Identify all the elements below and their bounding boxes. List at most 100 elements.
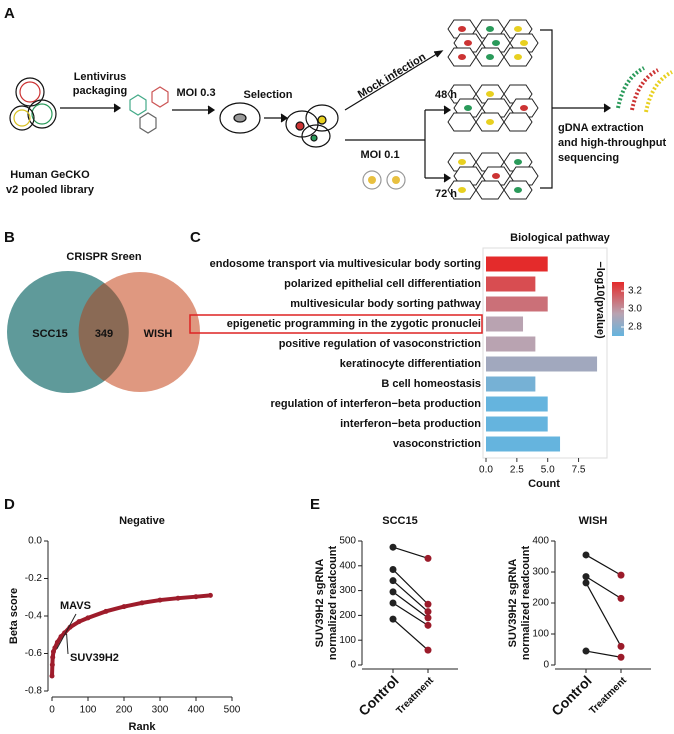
x-tick-label: Control xyxy=(548,672,595,719)
point xyxy=(54,639,60,645)
step-label: packaging xyxy=(73,85,127,97)
cell-nucleus xyxy=(486,26,494,32)
colorbar xyxy=(612,282,624,336)
annotation: MAVS xyxy=(60,600,91,612)
colorbar-tick-label: 2.8 xyxy=(628,322,642,333)
x-tick-label: Control xyxy=(355,672,402,719)
point xyxy=(207,592,213,598)
step-label: Lentivirus xyxy=(74,71,127,83)
y-tick-label: 400 xyxy=(339,560,356,571)
x-tick-label: 100 xyxy=(80,705,97,716)
point xyxy=(389,577,397,585)
y-tick-label: 200 xyxy=(339,610,356,621)
point xyxy=(389,543,397,551)
cell xyxy=(447,112,477,132)
category-label: endosome transport via multivesicular bo… xyxy=(210,258,481,270)
category-label: positive regulation of vasoconstriction xyxy=(279,338,482,350)
cell-nucleus xyxy=(514,54,522,60)
cell-nucleus xyxy=(458,54,466,60)
plot-frame xyxy=(482,247,608,459)
point xyxy=(389,588,397,596)
library-label: v2 pooled library xyxy=(6,184,95,196)
annotation-arrow xyxy=(66,633,69,655)
annotation: SUV39H2 xyxy=(70,652,119,664)
chart-title: WISH xyxy=(579,515,608,527)
point xyxy=(157,597,163,603)
bar xyxy=(486,276,536,292)
point xyxy=(424,614,432,622)
x-axis-label: Rank xyxy=(129,721,157,733)
cell-nucleus xyxy=(464,105,472,111)
category-label: B cell homeostasis xyxy=(381,378,481,390)
y-tick-label: -0.2 xyxy=(25,573,43,584)
annotation-arrow xyxy=(56,613,77,650)
bar xyxy=(486,376,536,392)
cell-nucleus xyxy=(486,91,494,97)
panel-label: B xyxy=(4,229,15,246)
y-tick-label: 100 xyxy=(339,635,356,646)
point xyxy=(582,573,590,581)
cell-nucleus xyxy=(492,40,500,46)
bar xyxy=(486,256,548,272)
bar xyxy=(486,316,524,332)
point xyxy=(121,604,127,610)
step-label: sequencing xyxy=(558,152,619,164)
point xyxy=(175,595,181,601)
workflow xyxy=(9,29,673,190)
point xyxy=(424,600,432,608)
point xyxy=(424,608,432,616)
bar xyxy=(486,296,548,312)
step-label: Mock infection xyxy=(356,51,428,101)
point xyxy=(50,649,56,655)
panel-label: E xyxy=(310,496,320,513)
bar xyxy=(486,356,598,372)
point xyxy=(617,571,625,579)
x-tick-label: 0.0 xyxy=(479,465,493,476)
category-label: multivesicular body sorting pathway xyxy=(290,298,482,310)
chart-title: Biological pathway xyxy=(510,232,611,244)
pair-line xyxy=(392,591,429,619)
category-label: regulation of interferon−beta production xyxy=(270,398,481,410)
venn-label: WISH xyxy=(144,328,173,340)
cell-nucleus xyxy=(458,26,466,32)
cell-nucleus xyxy=(520,105,528,111)
step-label: gDNA extraction xyxy=(558,122,644,134)
cell-nucleus xyxy=(514,187,522,193)
bar xyxy=(486,396,548,412)
panel-label: A xyxy=(4,5,15,22)
pair-line xyxy=(585,582,622,647)
point xyxy=(582,551,590,559)
cell-nucleus xyxy=(492,173,500,179)
y-tick-label: -0.4 xyxy=(25,611,43,622)
point xyxy=(50,654,56,660)
category-label: interferon−beta production xyxy=(340,418,481,430)
pair-line xyxy=(392,618,429,651)
venn-overlap xyxy=(78,283,129,381)
cell-nucleus xyxy=(520,40,528,46)
chart-title: SCC15 xyxy=(382,515,417,527)
step-label: 72 h xyxy=(435,188,457,200)
point xyxy=(49,673,55,679)
y-tick-label: 100 xyxy=(532,629,549,640)
x-tick-label: 300 xyxy=(152,705,169,716)
pair-line xyxy=(392,546,429,559)
point xyxy=(389,566,397,574)
cell-nucleus xyxy=(486,119,494,125)
cell-nucleus xyxy=(464,40,472,46)
bar xyxy=(486,436,561,452)
y-tick-label: 400 xyxy=(532,536,549,547)
bar xyxy=(486,336,536,352)
pair-line xyxy=(585,650,622,658)
cell-nucleus xyxy=(514,26,522,32)
point xyxy=(424,646,432,654)
y-tick-label: -0.8 xyxy=(25,686,43,697)
category-label: epigenetic programming in the zygotic pr… xyxy=(227,318,481,330)
x-tick-label: Treatment xyxy=(587,675,629,717)
step-label: MOI 0.1 xyxy=(360,149,399,161)
colorbar-tick-label: 3.0 xyxy=(628,304,642,315)
x-tick-label: 500 xyxy=(224,705,241,716)
point xyxy=(67,624,73,630)
x-tick-label: 0 xyxy=(49,705,55,716)
panel-label: D xyxy=(4,496,15,513)
pair-line xyxy=(392,569,429,605)
